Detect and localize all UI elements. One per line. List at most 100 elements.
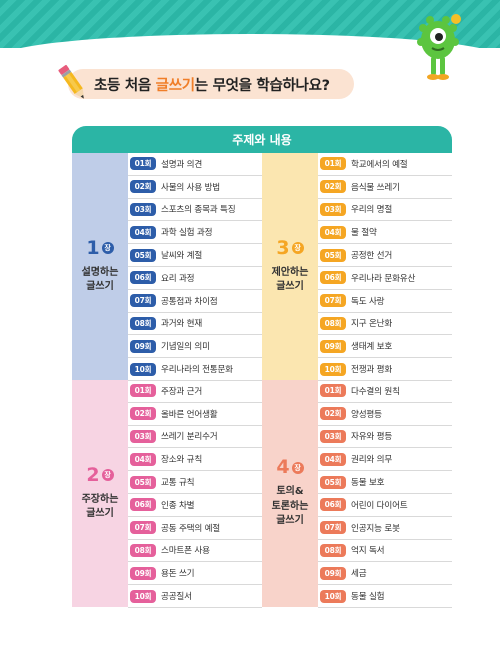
chapter-badge: 장 xyxy=(101,469,114,481)
session-tag: 07회 xyxy=(320,294,346,308)
item-label: 공동 주택의 예절 xyxy=(161,523,221,534)
item-label: 인공지능 로봇 xyxy=(351,523,400,534)
chapter-badge: 장 xyxy=(291,242,304,254)
list-item: 03회 쓰레기 분리수거 xyxy=(128,426,262,449)
session-tag: 01회 xyxy=(320,157,346,171)
session-tag: 09회 xyxy=(320,566,346,580)
item-label: 인종 차별 xyxy=(161,500,195,511)
mascot-illustration xyxy=(417,14,461,80)
session-tag: 10회 xyxy=(130,362,156,376)
list-item: 07회 공통점과 차이점 xyxy=(128,290,262,313)
list-item: 10회 전쟁과 평화 xyxy=(318,358,452,381)
session-tag: 05회 xyxy=(130,248,156,262)
list-item: 08회 스마트폰 사용 xyxy=(128,540,262,563)
item-label: 물 절약 xyxy=(351,228,377,239)
list-item: 09회 용돈 쓰기 xyxy=(128,562,262,586)
list-item: 03회 우리의 명절 xyxy=(318,199,452,222)
top-decorative-band xyxy=(0,0,500,62)
item-label: 우리의 명절 xyxy=(351,205,393,216)
list-item: 06회 인종 차별 xyxy=(128,494,262,517)
item-label: 동물 실험 xyxy=(351,592,385,603)
session-tag: 03회 xyxy=(130,202,156,216)
list-item: 05회 동물 보호 xyxy=(318,471,452,494)
item-label: 권리와 의무 xyxy=(351,455,393,466)
chapter-title-line: 글쓰기 xyxy=(276,515,304,527)
item-label: 독도 사랑 xyxy=(351,296,385,307)
session-tag: 02회 xyxy=(130,180,156,194)
item-label: 공정한 선거 xyxy=(351,251,393,262)
chapter-title-line: 글쓰기 xyxy=(86,508,114,519)
chapter-digit: 1 xyxy=(86,236,100,259)
item-label: 공공질서 xyxy=(161,592,192,603)
session-tag: 04회 xyxy=(320,225,346,239)
list-item: 04회 과학 실험 과정 xyxy=(128,221,262,245)
item-label: 음식물 쓰레기 xyxy=(351,182,400,193)
list-item: 06회 요리 과정 xyxy=(128,267,262,290)
session-tag: 03회 xyxy=(320,202,346,216)
session-tag: 04회 xyxy=(320,452,346,466)
list-item: 02회 사물의 사용 방법 xyxy=(128,176,262,199)
item-label: 요리 과정 xyxy=(161,273,195,284)
session-tag: 07회 xyxy=(320,521,346,535)
item-label: 날씨와 계절 xyxy=(161,251,203,262)
item-label: 설명과 의견 xyxy=(161,159,203,170)
session-tag: 06회 xyxy=(320,498,346,512)
list-item: 04회 권리와 의무 xyxy=(318,448,452,472)
session-tag: 02회 xyxy=(130,407,156,421)
list-item: 05회 날씨와 계절 xyxy=(128,244,262,267)
chapter-1-label: 1 장 설명하는 글쓰기 xyxy=(72,153,128,380)
chapter-title-line: 제안하는 xyxy=(271,266,309,278)
session-tag: 04회 xyxy=(130,452,156,466)
list-item: 05회 교통 규칙 xyxy=(128,471,262,494)
session-tag: 10회 xyxy=(320,362,346,376)
heading-banner: 초등 처음 글쓰기는 무엇을 학습하나요? xyxy=(68,69,354,99)
item-label: 과거와 현재 xyxy=(161,319,203,330)
session-tag: 08회 xyxy=(320,543,346,557)
session-tag: 02회 xyxy=(320,180,346,194)
chapter-digit: 2 xyxy=(86,463,100,486)
chapter-4-label: 4 장 토의& 토론하는 글쓰기 xyxy=(262,380,318,607)
item-label: 교통 규칙 xyxy=(161,478,195,489)
list-item: 01회 학교에서의 예절 xyxy=(318,153,452,176)
list-item: 01회 주장과 근거 xyxy=(128,380,262,403)
list-item: 01회 설명과 의견 xyxy=(128,153,262,176)
chapter-title-line: 설명하는 xyxy=(81,266,119,278)
chapter-title-line: 주장하는 xyxy=(81,493,119,505)
item-label: 장소와 규칙 xyxy=(161,455,203,466)
list-item: 09회 생태계 보호 xyxy=(318,335,452,359)
session-tag: 05회 xyxy=(320,248,346,262)
item-label: 스마트폰 사용 xyxy=(161,546,210,557)
session-tag: 03회 xyxy=(320,429,346,443)
chapter-digit: 4 xyxy=(276,456,290,479)
chapter-3-panel xyxy=(262,153,318,380)
item-label: 주장과 근거 xyxy=(161,386,203,397)
chapter-badge: 장 xyxy=(291,461,304,474)
chapter-1-panel xyxy=(72,153,128,380)
item-label: 자유와 평등 xyxy=(351,432,393,443)
item-label: 지구 온난화 xyxy=(351,319,393,330)
session-tag: 09회 xyxy=(130,339,156,353)
list-item: 10회 공공질서 xyxy=(128,585,262,608)
session-tag: 05회 xyxy=(320,475,346,489)
list-item: 06회 우리나라 문화유산 xyxy=(318,267,452,290)
list-item: 09회 기념일의 의미 xyxy=(128,335,262,359)
item-label: 어린이 다이어트 xyxy=(351,500,408,511)
session-tag: 01회 xyxy=(130,384,156,398)
chapter-digit: 3 xyxy=(276,236,290,259)
item-label: 쓰레기 분리수거 xyxy=(161,432,218,443)
list-item: 10회 우리나라의 전통문화 xyxy=(128,358,262,381)
session-tag: 06회 xyxy=(320,271,346,285)
chapter-title-line: 토의& xyxy=(276,486,304,498)
item-label: 전쟁과 평화 xyxy=(351,365,393,376)
session-tag: 06회 xyxy=(130,271,156,285)
list-item: 07회 독도 사랑 xyxy=(318,290,452,313)
chapter-4-item-list: 01회 다수결의 원칙 02회 양성평등 03회 자유와 평등 04회 권리와 의무 05회 동물… xyxy=(318,380,452,608)
list-item: 09회 세금 xyxy=(318,562,452,586)
list-item: 02회 음식물 쓰레기 xyxy=(318,176,452,199)
session-tag: 07회 xyxy=(130,294,156,308)
list-item: 04회 물 절약 xyxy=(318,221,452,245)
session-tag: 01회 xyxy=(320,384,346,398)
session-tag: 06회 xyxy=(130,498,156,512)
